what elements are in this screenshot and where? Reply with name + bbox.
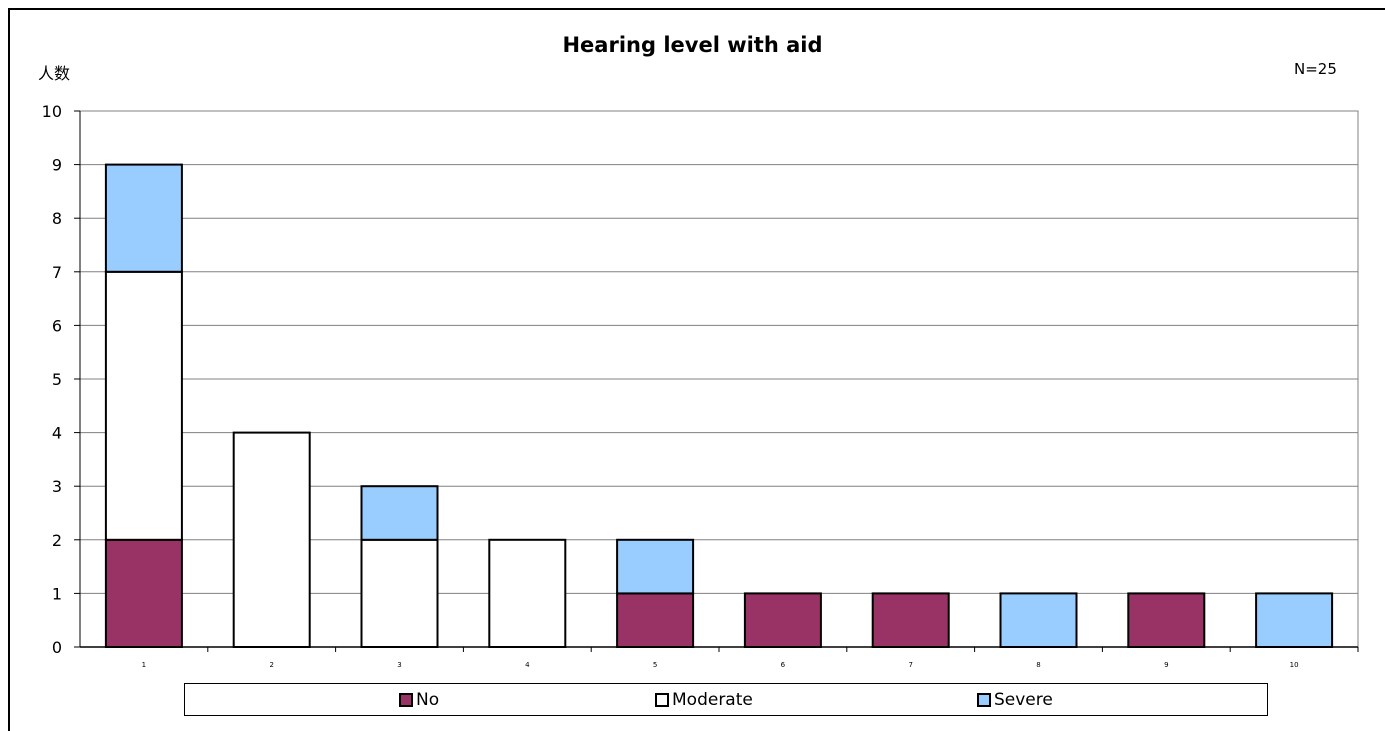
bar-segment-no <box>1127 592 1206 649</box>
legend-item-severe: Severe <box>977 690 1053 710</box>
bar-segment-no <box>871 592 950 649</box>
x-tick-label: 5 <box>653 661 657 669</box>
y-tick-label: 4 <box>52 424 62 443</box>
bar-segment-severe <box>360 485 439 541</box>
sample-size-annotation: N=25 <box>1294 60 1337 78</box>
legend-label-no: No <box>416 690 440 710</box>
y-tick-label: 3 <box>52 477 62 496</box>
legend: No Moderate Severe <box>184 683 1268 716</box>
chart-frame <box>8 8 1385 731</box>
bar-segment-no <box>616 592 695 649</box>
bar-segment-severe <box>1255 592 1334 649</box>
bar-segment-moderate <box>360 538 439 648</box>
y-tick-label: 7 <box>52 263 62 282</box>
legend-swatch-severe <box>977 693 991 707</box>
legend-swatch-no <box>399 693 413 707</box>
x-tick-label: 8 <box>1036 661 1040 669</box>
legend-item-no: No <box>399 690 439 710</box>
bar-segment-no <box>743 592 822 649</box>
x-tick-label: 1 <box>142 661 146 669</box>
y-axis-label: 人数 <box>38 64 71 83</box>
bar-segment-moderate <box>104 270 183 541</box>
chart-title: Hearing level with aid <box>562 33 823 57</box>
legend-label-moderate: Moderate <box>672 690 753 710</box>
y-tick-label: 9 <box>52 156 62 175</box>
y-tick-label: 1 <box>52 584 62 603</box>
y-tick-label: 0 <box>52 638 62 657</box>
x-tick-label: 7 <box>908 661 912 669</box>
bar-segment-severe <box>999 592 1078 649</box>
legend-item-moderate: Moderate <box>655 690 753 710</box>
legend-label-severe: Severe <box>994 690 1053 710</box>
x-tick-label: 3 <box>397 661 401 669</box>
x-tick-label: 4 <box>525 661 530 669</box>
bar-segment-moderate <box>488 538 567 648</box>
x-tick-label: 9 <box>1164 661 1168 669</box>
x-tick-label: 2 <box>269 661 273 669</box>
y-tick-label: 8 <box>52 209 62 228</box>
y-tick-label: 5 <box>52 370 62 389</box>
x-tick-label: 10 <box>1290 661 1299 669</box>
legend-swatch-moderate <box>655 693 669 707</box>
y-tick-label: 10 <box>42 102 62 121</box>
bar-segment-severe <box>104 163 183 273</box>
y-tick-label: 2 <box>52 531 62 550</box>
bar-segment-severe <box>616 538 695 595</box>
bar-segment-moderate <box>232 431 311 648</box>
bar-segment-no <box>104 538 183 648</box>
x-tick-label: 6 <box>781 661 786 669</box>
y-tick-label: 6 <box>52 316 62 335</box>
